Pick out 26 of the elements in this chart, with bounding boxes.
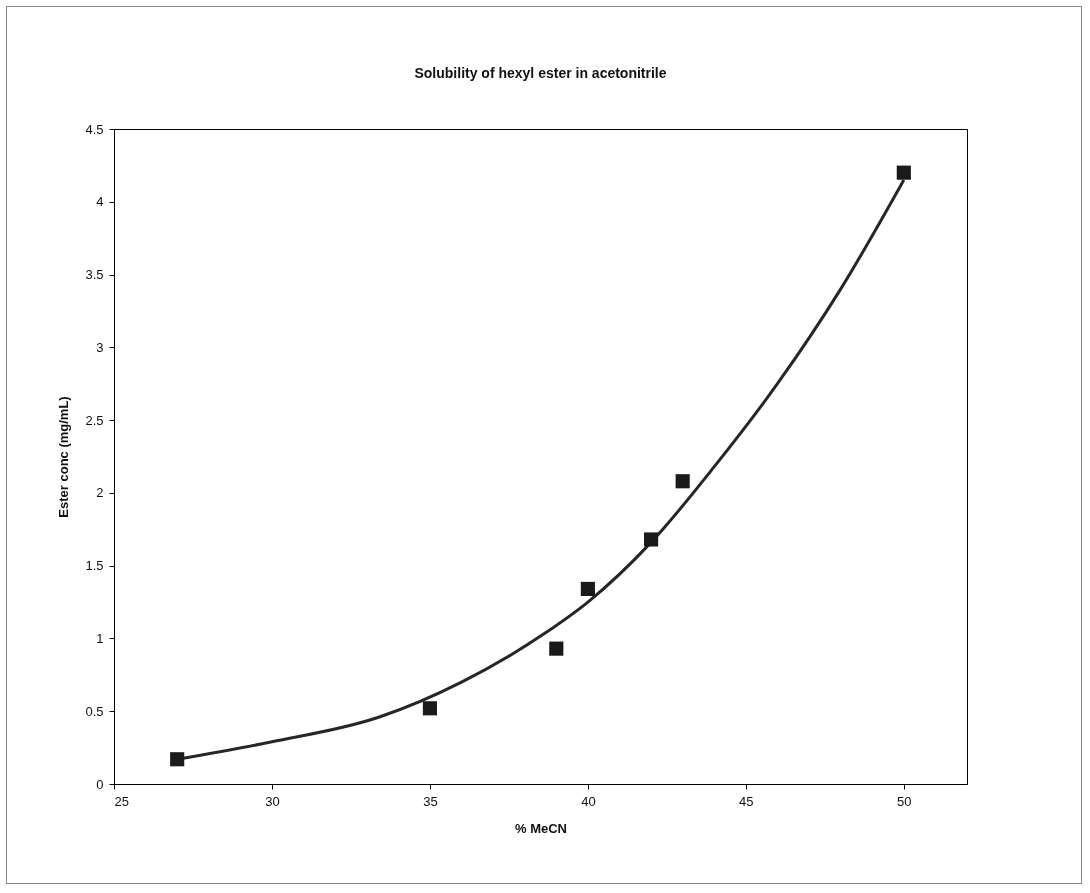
- y-tick-label: 4.5: [85, 121, 104, 137]
- point: [170, 752, 185, 767]
- point: [422, 701, 437, 716]
- x-tick-label: 35: [423, 793, 438, 809]
- point: [896, 165, 911, 180]
- y-tick-label: 3.5: [85, 267, 104, 283]
- y-tick-label: 1: [96, 630, 104, 646]
- y-tick-label: 4: [96, 194, 104, 210]
- y-tick-label: 2: [96, 485, 104, 501]
- y-tick-label: 3: [96, 339, 104, 355]
- x-axis-title: % MeCN: [514, 820, 568, 836]
- x-tick-label: 50: [897, 793, 912, 809]
- y-tick-label: 0.5: [85, 703, 104, 719]
- y-tick-label: 0: [96, 776, 104, 792]
- x-tick-label: 45: [739, 793, 754, 809]
- point: [549, 641, 564, 656]
- x-tick-label: 40: [581, 793, 596, 809]
- y-tick-label: 2.5: [85, 412, 104, 428]
- point: [644, 532, 659, 547]
- point: [580, 581, 595, 597]
- y-axis-title: Ester conc (mg/mL): [56, 396, 72, 518]
- x-tick-label: 30: [265, 793, 280, 809]
- chart-title: Solubility of hexyl ester in acetonitrile: [414, 65, 667, 81]
- point: [675, 474, 690, 489]
- x-tick-label: 25: [114, 793, 129, 809]
- y-tick-label: 1.5: [85, 558, 104, 574]
